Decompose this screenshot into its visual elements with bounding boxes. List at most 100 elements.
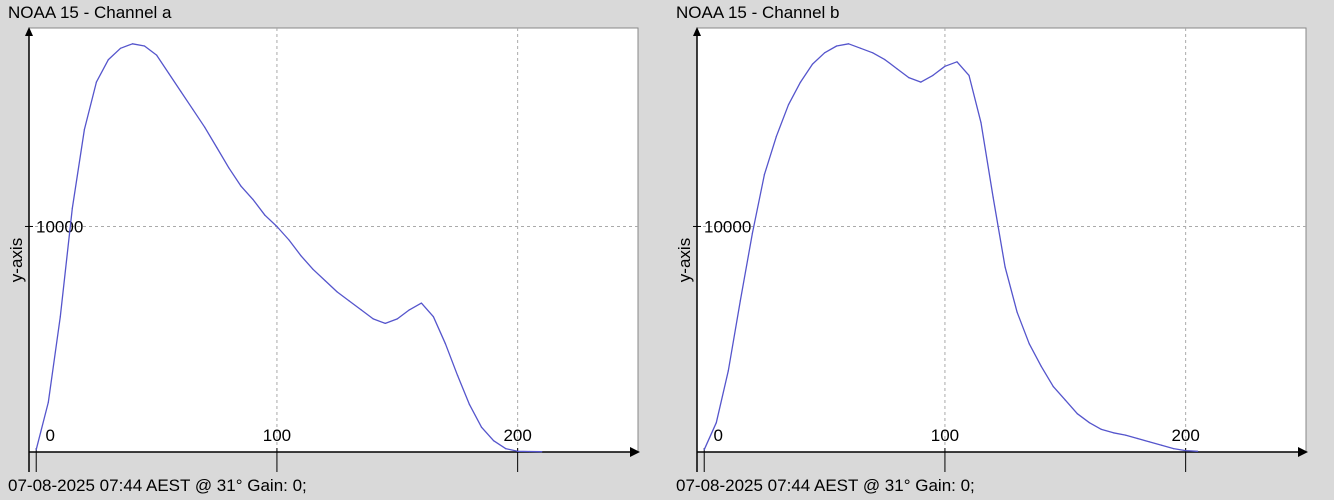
- data-point: [1100, 428, 1102, 430]
- data-point: [252, 198, 254, 200]
- data-point: [1004, 266, 1006, 268]
- data-point: [751, 232, 753, 234]
- data-point: [456, 374, 459, 376]
- chart-footer: 07-08-2025 07:44 AEST @ 31° Gain: 0;: [8, 476, 307, 495]
- y-tick-label: 10000: [36, 217, 83, 236]
- data-point: [192, 108, 194, 110]
- data-point: [396, 318, 398, 320]
- data-point: [480, 426, 483, 428]
- data-point: [1173, 448, 1175, 450]
- data-point: [505, 448, 507, 450]
- data-point: [180, 90, 182, 92]
- chart-plot: 0 100 200 10000 y-axis: [675, 27, 1308, 472]
- data-point: [1136, 437, 1139, 440]
- x-tick-label: 0: [713, 426, 722, 445]
- plot-area: [28, 27, 639, 453]
- data-point: [384, 322, 386, 324]
- x-tick-label: 100: [263, 426, 291, 445]
- data-point: [71, 207, 73, 209]
- data-point: [276, 225, 278, 228]
- chart-title: NOAA 15 - Channel a: [8, 3, 172, 22]
- y-axis-arrow: [25, 27, 33, 36]
- data-point: [119, 47, 122, 49]
- data-point: [300, 255, 302, 257]
- data-point: [204, 126, 206, 128]
- data-point: [968, 74, 970, 76]
- data-point: [799, 81, 802, 83]
- data-point: [872, 52, 874, 54]
- data-point: [1064, 399, 1066, 401]
- data-point: [216, 146, 218, 149]
- data-point: [763, 174, 765, 176]
- data-point: [1148, 441, 1151, 443]
- plot-area: [696, 27, 1307, 453]
- data-point: [1185, 450, 1187, 452]
- data-point: [1197, 450, 1199, 452]
- y-axis-label: y-axis: [7, 238, 26, 282]
- x-axis-arrow: [1298, 447, 1308, 457]
- data-point: [444, 343, 446, 345]
- data-point: [739, 300, 741, 302]
- x-tick-label: 200: [503, 426, 531, 445]
- data-point: [848, 43, 850, 45]
- data-point: [932, 74, 934, 76]
- data-point: [727, 370, 729, 372]
- data-point: [944, 65, 946, 67]
- y-axis-label: y-axis: [675, 238, 694, 282]
- data-point: [992, 196, 994, 198]
- data-point: [264, 214, 266, 216]
- data-point: [336, 291, 338, 293]
- x-tick-label: 200: [1171, 426, 1199, 445]
- chart-panel-channel-a: NOAA 15 - Channel a 0 100 200 10000 y-axis 0…: [0, 0, 660, 500]
- x-tick-label: 100: [931, 426, 959, 445]
- data-point: [1161, 444, 1163, 446]
- data-point: [980, 122, 982, 124]
- data-point: [107, 59, 109, 61]
- data-point: [1052, 386, 1054, 388]
- data-point: [348, 300, 350, 302]
- data-point: [95, 81, 97, 83]
- data-point: [836, 45, 838, 47]
- y-tick-label: 10000: [704, 217, 751, 236]
- data-point: [824, 52, 826, 54]
- data-point: [1076, 413, 1078, 415]
- data-point: [1028, 343, 1030, 345]
- data-point: [288, 239, 290, 241]
- data-point: [956, 61, 958, 63]
- chart-panel-channel-b: NOAA 15 - Channel b 0 100 200 10000 y-axis 0…: [668, 0, 1328, 500]
- data-point: [228, 167, 230, 169]
- data-point: [468, 404, 471, 406]
- data-point: [420, 302, 422, 304]
- data-point: [131, 43, 134, 45]
- data-point: [493, 440, 495, 442]
- data-point: [1112, 432, 1114, 434]
- data-point: [312, 268, 314, 270]
- data-point: [860, 47, 862, 49]
- data-point: [408, 309, 410, 311]
- chart-title: NOAA 15 - Channel b: [676, 3, 840, 22]
- data-point: [811, 63, 814, 65]
- y-axis-arrow: [693, 27, 701, 36]
- data-point: [143, 45, 146, 47]
- data-point: [372, 318, 374, 320]
- data-point: [59, 316, 61, 318]
- data-point: [715, 422, 717, 424]
- data-point: [517, 450, 519, 452]
- data-point: [920, 81, 922, 83]
- data-point: [541, 451, 543, 453]
- data-point: [703, 449, 705, 451]
- data-point: [896, 68, 898, 70]
- data-point: [1016, 311, 1018, 313]
- chart-footer: 07-08-2025 07:44 AEST @ 31° Gain: 0;: [676, 476, 975, 495]
- data-point: [324, 280, 326, 282]
- data-point: [360, 309, 362, 311]
- series-line: [703, 43, 1198, 452]
- chart-plot: 0 100 200 10000 y-axis: [7, 27, 640, 472]
- data-point: [156, 54, 158, 56]
- x-tick-label: 0: [45, 426, 54, 445]
- data-point: [83, 128, 85, 131]
- data-point: [35, 449, 37, 451]
- data-point: [908, 77, 910, 79]
- data-point: [432, 316, 434, 318]
- data-point: [787, 104, 790, 106]
